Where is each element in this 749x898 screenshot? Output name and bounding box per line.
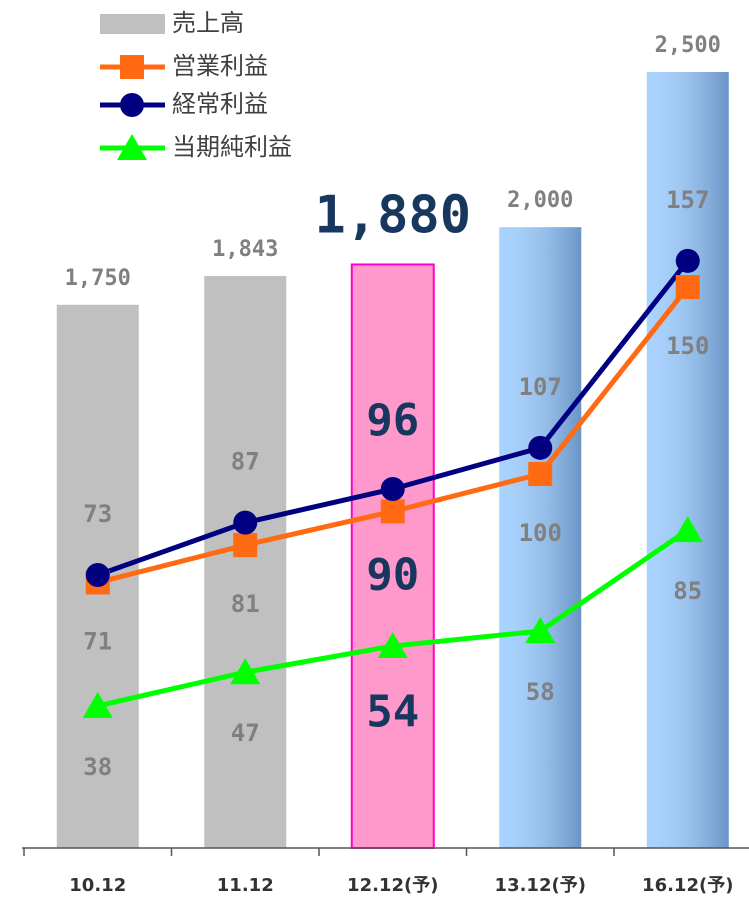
marker [525,617,556,644]
x-tick-label: 10.12 [69,875,126,896]
x-tick-label: 13.12(予) [495,875,586,896]
bar-label: 1,880 [314,185,471,245]
marker [528,435,553,460]
legend-label: 当期純利益 [172,133,292,161]
bar [204,275,287,848]
data-label: 81 [231,590,260,618]
marker [120,55,144,79]
data-label: 157 [666,186,709,214]
bar-label: 2,500 [655,33,721,58]
data-label: 47 [231,719,260,747]
legend-label: 営業利益 [172,52,268,80]
marker [117,134,147,160]
marker [528,462,553,487]
data-label: 90 [366,549,419,600]
x-tick-label: 12.12(予) [347,875,438,896]
bar-shade [499,227,582,848]
x-tick-label: 11.12 [217,875,274,896]
marker [675,275,700,300]
bar-shade [646,72,729,848]
marker [82,691,113,718]
data-label: 96 [366,395,419,446]
data-label: 58 [526,678,555,706]
data-label: 38 [83,753,112,781]
data-label: 85 [673,577,702,605]
marker [233,510,258,535]
data-label: 87 [231,448,260,476]
marker [120,93,144,117]
data-label: 100 [519,519,562,547]
marker [675,248,700,273]
marker [85,562,110,587]
legend-label: 売上高 [172,9,244,37]
marker [230,658,261,685]
data-label: 54 [366,686,419,737]
bar [350,263,435,849]
marker [377,632,408,659]
legend-swatch [100,14,165,34]
marker [672,516,703,543]
data-label: 107 [519,373,562,401]
data-label: 73 [83,500,112,528]
bar-label: 1,843 [212,237,278,262]
bar-label: 2,000 [507,188,573,213]
data-label: 150 [666,332,709,360]
marker [380,476,405,501]
legend-label: 経常利益 [172,90,268,118]
marker [380,499,405,524]
x-tick-label: 16.12(予) [642,875,733,896]
marker [233,533,258,558]
data-label: 71 [83,627,112,655]
bar-label: 1,750 [65,266,131,291]
